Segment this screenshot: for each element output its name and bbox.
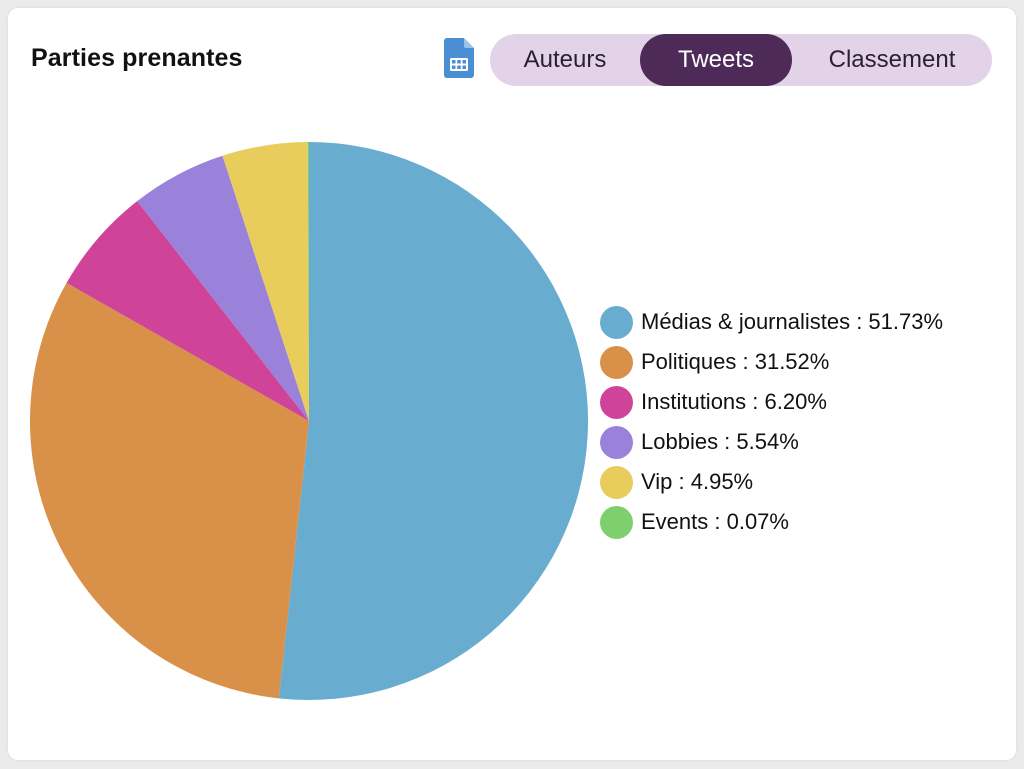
tab-classement[interactable]: Classement (828, 46, 956, 73)
legend-swatch (600, 465, 633, 499)
pie-slice-institutions[interactable] (66, 201, 309, 421)
stakeholders-card: Parties prenantes Auteurs Tweets Classem… (8, 8, 1016, 760)
legend-item[interactable]: Vip : 4.95% (600, 462, 943, 502)
pie-slice-vip[interactable] (222, 142, 309, 421)
legend-item[interactable]: Médias & journalistes : 51.73% (600, 302, 943, 342)
legend-label: Médias & journalistes : 51.73% (641, 309, 944, 334)
legend-label: Politiques : 31.52% (641, 349, 830, 374)
spreadsheet-file-icon[interactable] (444, 38, 474, 78)
legend-item[interactable]: Events : 0.07% (600, 502, 943, 542)
legend-swatch (600, 305, 633, 339)
chart-legend: Médias & journalistes : 51.73% Politiques… (600, 302, 943, 542)
legend-item[interactable]: Institutions : 6.20% (600, 382, 943, 422)
legend-swatch (600, 505, 633, 539)
legend-label: Lobbies : 5.54% (641, 429, 799, 454)
legend-label: Institutions : 6.20% (641, 389, 827, 414)
legend-label: Vip : 4.95% (641, 469, 754, 494)
legend-item[interactable]: Politiques : 31.52% (600, 342, 943, 382)
tab-tweets[interactable]: Tweets (640, 34, 792, 86)
pie-chart (29, 141, 589, 700)
legend-swatch (600, 385, 633, 419)
legend-label: Events : 0.07% (641, 509, 789, 534)
pie-slice-events[interactable] (307, 141, 309, 421)
legend-swatch (600, 425, 633, 459)
pie-slice-medias-journalistes[interactable] (278, 142, 589, 700)
legend-item[interactable]: Lobbies : 5.54% (600, 422, 943, 462)
pie-slice-politiques[interactable] (29, 282, 310, 699)
tab-auteurs[interactable]: Auteurs (523, 46, 607, 73)
pie-slice-lobbies[interactable] (137, 155, 309, 421)
card-title: Parties prenantes (31, 44, 243, 72)
view-tabs: Auteurs Tweets Classement (490, 34, 992, 86)
legend-swatch (600, 345, 633, 379)
